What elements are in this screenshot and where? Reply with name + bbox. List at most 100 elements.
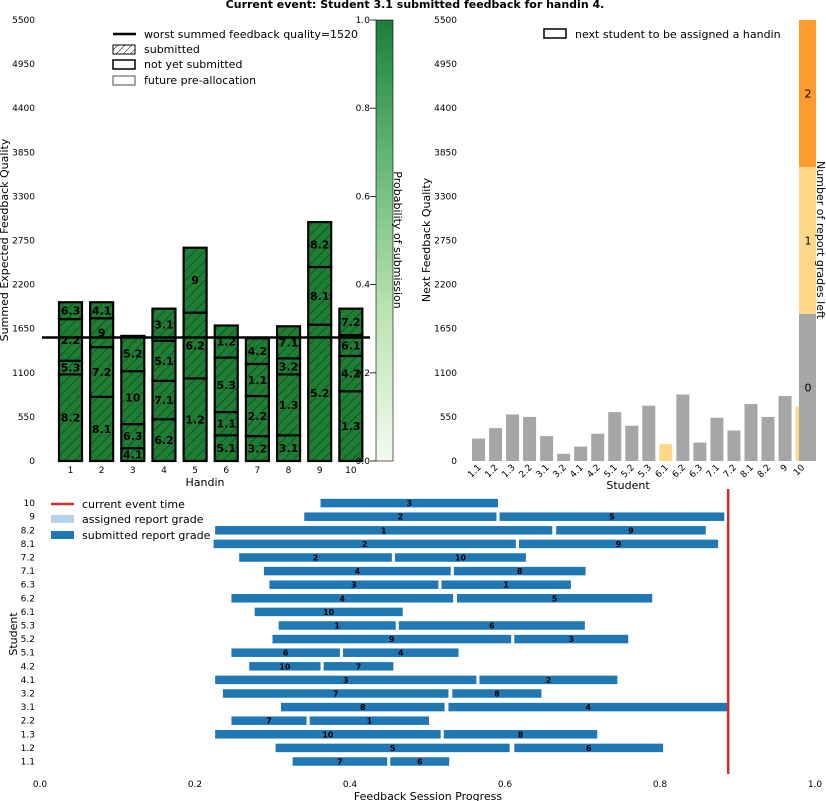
handin-segment-label: 6.3: [61, 305, 81, 318]
student-y-tick-label: 1100: [434, 369, 457, 379]
handin-segment-label: 3.1: [279, 442, 299, 455]
gantt-y-tick-label: 5.1: [21, 649, 35, 659]
student-x-tick-label: 6.1: [654, 463, 671, 480]
gantt-bar-label: 4: [398, 649, 404, 658]
student-bar: [778, 396, 792, 461]
gantt-y-tick-label: 6.2: [21, 594, 35, 604]
gantt-bar-label: 5: [609, 513, 615, 522]
handin-segment-label: 5.1: [217, 442, 237, 455]
student-y-tick-label: 3850: [434, 148, 457, 158]
student-bars: [472, 394, 809, 461]
grades-left-colorbar-segment: [799, 20, 816, 167]
gantt-y-tick-label: 7.2: [21, 554, 35, 564]
student-bar: [591, 433, 605, 461]
legend-assigned-label: assigned report grade: [82, 513, 204, 526]
handin-x-tick-label: 2: [99, 466, 105, 476]
legend-not-submitted-label: not yet submitted: [144, 58, 242, 71]
handin-bar-segment: [182, 246, 208, 314]
student-bar: [710, 417, 724, 461]
student-bar: [557, 453, 571, 461]
handin-segment-label: 1.2: [185, 414, 205, 427]
student-y-tick-label: 1650: [434, 325, 457, 335]
gantt-x-ticks: 0.0 0.2 0.4 0.6 0.8 1.0: [33, 780, 823, 790]
legend-not-submitted-swatch: [112, 59, 136, 70]
gantt-bar-label: 7: [266, 717, 272, 726]
gantt-bar: [499, 512, 725, 521]
student-bar: [489, 428, 503, 461]
handin-x-tick-label: 3: [130, 466, 136, 476]
gantt-bar-label: 3: [406, 499, 412, 508]
grades-left-colorbar-tick-label: 2: [805, 88, 812, 101]
handin-segment-label: 9: [98, 327, 106, 340]
legend-next-student-label: next student to be assigned a handin: [575, 28, 781, 41]
student-x-tick-label: 9: [779, 463, 790, 474]
handin-bars: 8.2 5.3 2.2 6.3 8.1 7.2 9 4.1 4.1 6.3 10 5.2 6.2 7.1 5…: [57, 220, 364, 463]
handin-bar-segment: [213, 324, 239, 359]
handin-segment-label: 8.2: [310, 239, 330, 252]
handin-y-tick-label: 4950: [12, 60, 35, 70]
handin-y-tick-label: 2200: [12, 281, 35, 291]
legend-assigned-swatch: [51, 515, 74, 523]
grades-left-colorbar-tick-label: 1: [805, 235, 812, 248]
legend-future-label: future pre-allocation: [144, 74, 256, 87]
gantt-bar: [479, 675, 618, 685]
handin-segment-label: 4.2: [248, 345, 268, 358]
gantt-bar-label: 7: [333, 690, 339, 699]
student-y-tick-label: 3300: [434, 192, 457, 202]
gantt-bar: [249, 662, 321, 671]
student-bar: [744, 404, 758, 461]
gantt-y-tick-label: 8.1: [21, 540, 35, 550]
grades-left-colorbar-tick-label: 0: [805, 382, 812, 395]
handin-y-tick-label: 3300: [12, 192, 35, 202]
student-y-axis-label: Next Feedback Quality: [420, 177, 433, 302]
handin-x-tick-label: 9: [317, 466, 323, 476]
student-y-tick-label: 4400: [434, 104, 457, 114]
gantt-bar-label: 6: [283, 649, 289, 658]
gantt-bar-label: 4: [339, 594, 345, 603]
handin-x-tick-label: 8: [286, 466, 292, 476]
gantt-x-tick-label: 1.0: [808, 780, 823, 790]
handin-x-tick-label: 1: [68, 466, 74, 476]
gantt-bar-label: 10: [279, 662, 291, 671]
gantt-y-tick-label: 5.2: [21, 635, 35, 645]
legend-threshold-label: worst summed feedback quality=1520: [144, 28, 358, 41]
gantt-bar: [215, 730, 441, 739]
handin-bar-segment: [89, 301, 115, 320]
gantt-y-tick-label: 4.1: [21, 676, 35, 686]
handin-bar-segment: [120, 334, 146, 373]
gantt-bar-label: 9: [628, 526, 634, 535]
gantt-bar-label: 8: [494, 690, 500, 699]
gantt-y-tick-label: 3.1: [21, 703, 35, 713]
student-x-tick-label: 4.1: [569, 463, 586, 480]
student-legend: next student to be assigned a handin: [543, 28, 781, 41]
handin-chart: 0 550 1100 1650 2200 2750 3300 3850 4400 4950 5500…: [0, 16, 370, 489]
handin-x-tick-label: 4: [161, 466, 167, 476]
gantt-bar: [453, 566, 586, 576]
student-x-tick-label: 7.1: [705, 463, 722, 480]
gantt-bar: [281, 702, 445, 712]
student-x-tick-label: 8.1: [739, 463, 756, 480]
gantt-bar-label: 1: [367, 717, 373, 726]
student-x-axis-label: Student: [606, 479, 650, 492]
gantt-bar-label: 6: [417, 758, 423, 767]
handin-bar-segment: [275, 325, 302, 360]
gantt-bar: [275, 743, 510, 753]
student-bar: [625, 425, 639, 461]
student-bar: [659, 444, 673, 461]
handin-segment-label: 5.2: [310, 387, 330, 400]
gantt-bar: [231, 648, 340, 657]
gantt-y-tick-label: 5.3: [21, 622, 35, 632]
handin-y-tick-label: 1650: [12, 325, 35, 335]
gantt-bar: [452, 689, 542, 698]
handin-bar-segment: [57, 301, 84, 321]
handin-y-axis-label: Summed Expected Feedback Quality: [0, 138, 11, 341]
gantt-bar: [309, 716, 430, 725]
handin-segment-label: 10: [125, 392, 141, 405]
gantt-y-tick-label: 7.1: [21, 567, 35, 577]
handin-segment-label: 6.3: [123, 430, 143, 443]
probability-colorbar-tick-label: 0.0: [356, 457, 371, 467]
gantt-chart: 0.0 0.2 0.4 0.6 0.8 1.0 1.1 1.2 1.3 2.2 3.1 3.2 4.1…: [7, 489, 822, 801]
grades-left-colorbar-segment: [799, 314, 816, 461]
gantt-y-tick-label: 3.2: [21, 690, 35, 700]
legend-submitted-label: submitted: [144, 43, 200, 56]
